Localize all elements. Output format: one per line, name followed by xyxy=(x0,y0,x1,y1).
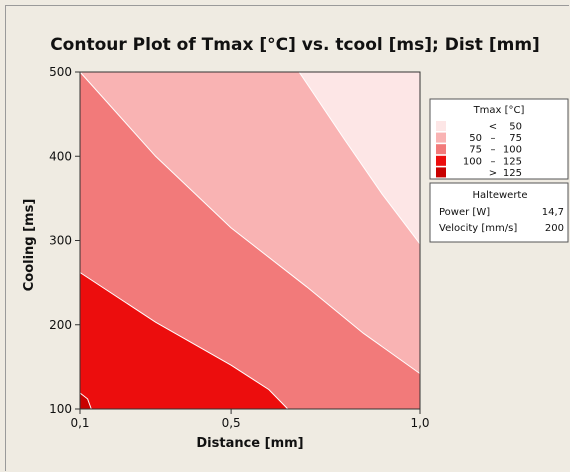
hold-value-velocity: 200 xyxy=(545,223,564,234)
contour-band-100-125 xyxy=(80,272,288,409)
chart-frame xyxy=(5,5,569,471)
contour-line-125 xyxy=(79,392,92,410)
plot-area xyxy=(79,71,421,410)
hold-values-title: Haltewerte xyxy=(472,190,527,201)
axes: 0,1 0,5 1,0 100 200 300 400 500 xyxy=(49,65,429,430)
legend-to-4: 125 xyxy=(503,168,522,179)
x-axis-label: Distance [mm] xyxy=(196,436,303,451)
y-tick-label-2: 300 xyxy=(49,234,72,248)
legend-to-1: 75 xyxy=(509,133,522,144)
y-tick-label-3: 400 xyxy=(49,149,72,163)
legend-box xyxy=(429,98,569,180)
y-tick-label-1: 200 xyxy=(49,318,72,332)
legend-swatch-3 xyxy=(436,155,446,166)
hold-values-frame xyxy=(429,182,569,243)
legend-swatch-2 xyxy=(436,144,446,155)
legend-sep-3: – xyxy=(491,156,496,167)
hold-values-box: Haltewerte Power [W] 14,7 Velocity [mm/s… xyxy=(429,182,569,243)
hold-label-velocity: Velocity [mm/s] xyxy=(439,223,517,234)
hold-value-power: 14,7 xyxy=(542,207,564,218)
y-axis-label: Cooling [ms] xyxy=(22,199,37,292)
chart-title: Contour Plot of Tmax [°C] vs. tcool [ms]… xyxy=(50,35,540,55)
x-tick-label-1: 0,5 xyxy=(222,416,241,430)
y-tick-label-0: 100 xyxy=(49,402,72,416)
contour-line-100 xyxy=(79,272,289,410)
hold-label-power: Power [W] xyxy=(439,207,490,218)
legend-swatch-4 xyxy=(436,167,446,178)
legend-sep-2: – xyxy=(491,145,496,156)
contour-band-75-100 xyxy=(80,72,420,409)
legend-swatch-0 xyxy=(436,121,446,131)
x-tick-label-2: 1,0 xyxy=(410,416,429,430)
legend-sep-0: < xyxy=(489,122,497,133)
legend-sep-1: – xyxy=(491,133,496,144)
x-tick-label-0: 0,1 xyxy=(70,416,89,430)
contour-band-above-125 xyxy=(80,393,92,409)
legend-title: Tmax [°C] xyxy=(473,105,525,116)
legend-swatch-1 xyxy=(436,132,446,143)
legend-from-3: 100 xyxy=(463,156,482,167)
contour-line-50 xyxy=(298,71,421,245)
legend-from-1: 50 xyxy=(469,133,482,144)
legend-to-0: 50 xyxy=(509,122,522,133)
legend-sep-4: > xyxy=(489,168,497,179)
legend-to-2: 100 xyxy=(503,145,522,156)
legend-to-3: 125 xyxy=(503,156,522,167)
legend-from-2: 75 xyxy=(469,145,482,156)
y-tick-label-4: 500 xyxy=(49,65,72,79)
contour-line-75 xyxy=(79,71,421,375)
